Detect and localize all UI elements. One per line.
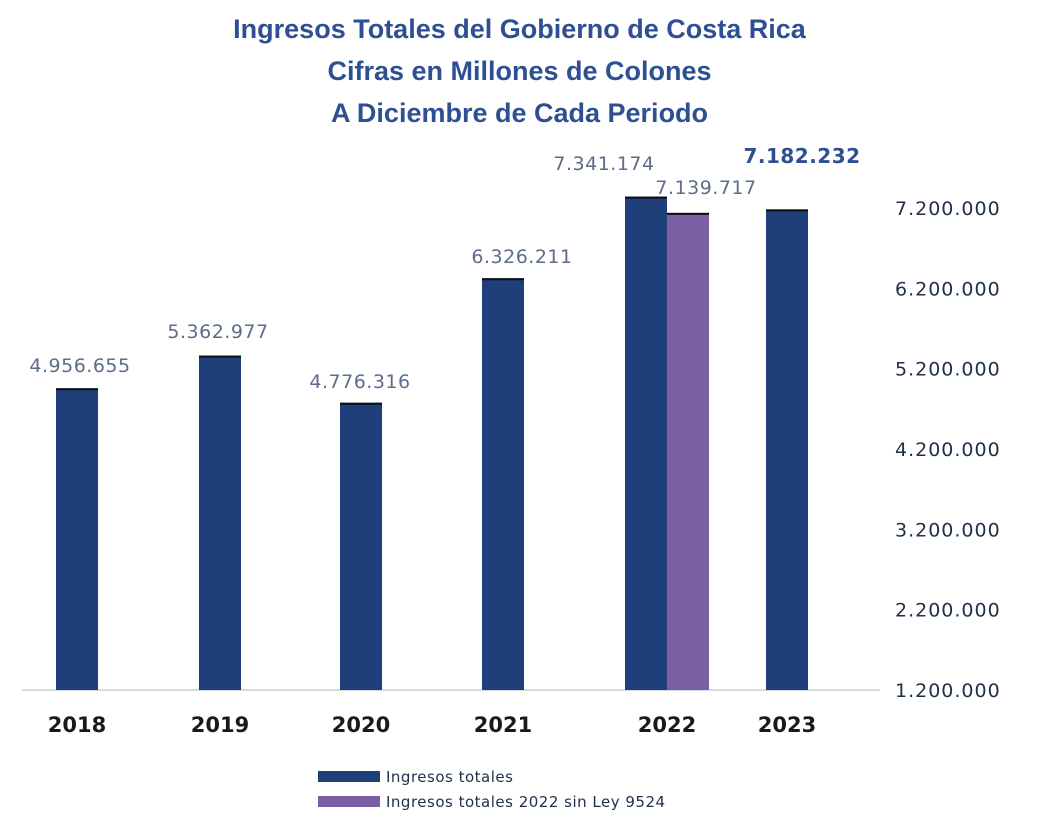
legend-label: Ingresos totales <box>386 768 513 786</box>
bar <box>56 388 98 690</box>
y-tick-label: 7.200.000 <box>895 198 1001 220</box>
y-tick-label: 6.200.000 <box>895 278 1001 300</box>
data-label: 7.341.174 <box>553 153 654 175</box>
x-tick-label: 2023 <box>758 713 816 737</box>
legend-swatch <box>318 771 380 782</box>
x-tick-label: 2018 <box>48 713 106 737</box>
y-tick-label: 1.200.000 <box>895 680 1001 702</box>
bar <box>482 278 524 690</box>
data-label: 5.362.977 <box>167 321 268 343</box>
data-label: 7.182.232 <box>743 144 860 168</box>
x-tick-label: 2019 <box>191 713 249 737</box>
chart-subtitle-units: Cifras en Millones de Colones <box>327 56 712 86</box>
y-tick-label: 2.200.000 <box>895 600 1001 622</box>
y-tick-label: 3.200.000 <box>895 519 1001 541</box>
data-label: 6.326.211 <box>471 246 572 268</box>
data-label: 4.956.655 <box>29 355 130 377</box>
y-tick-label: 5.200.000 <box>895 359 1001 381</box>
x-tick-label: 2020 <box>332 713 390 737</box>
chart-title-block: Ingresos Totales del Gobierno de Costa R… <box>0 8 1039 134</box>
x-tick-label: 2021 <box>474 713 532 737</box>
bar <box>766 209 808 690</box>
x-tick-label: 2022 <box>638 713 696 737</box>
bar <box>340 402 382 690</box>
bar <box>199 355 241 690</box>
data-label: 4.776.316 <box>309 371 410 393</box>
bar <box>667 212 709 691</box>
chart-subtitle-period: A Diciembre de Cada Periodo <box>330 98 709 128</box>
bar <box>625 196 667 690</box>
y-tick-label: 4.200.000 <box>895 439 1001 461</box>
legend-label: Ingresos totales 2022 sin Ley 9524 <box>386 793 666 811</box>
data-label: 7.139.717 <box>655 177 756 199</box>
chart-title: Ingresos Totales del Gobierno de Costa R… <box>233 14 806 44</box>
legend-swatch <box>318 796 380 807</box>
